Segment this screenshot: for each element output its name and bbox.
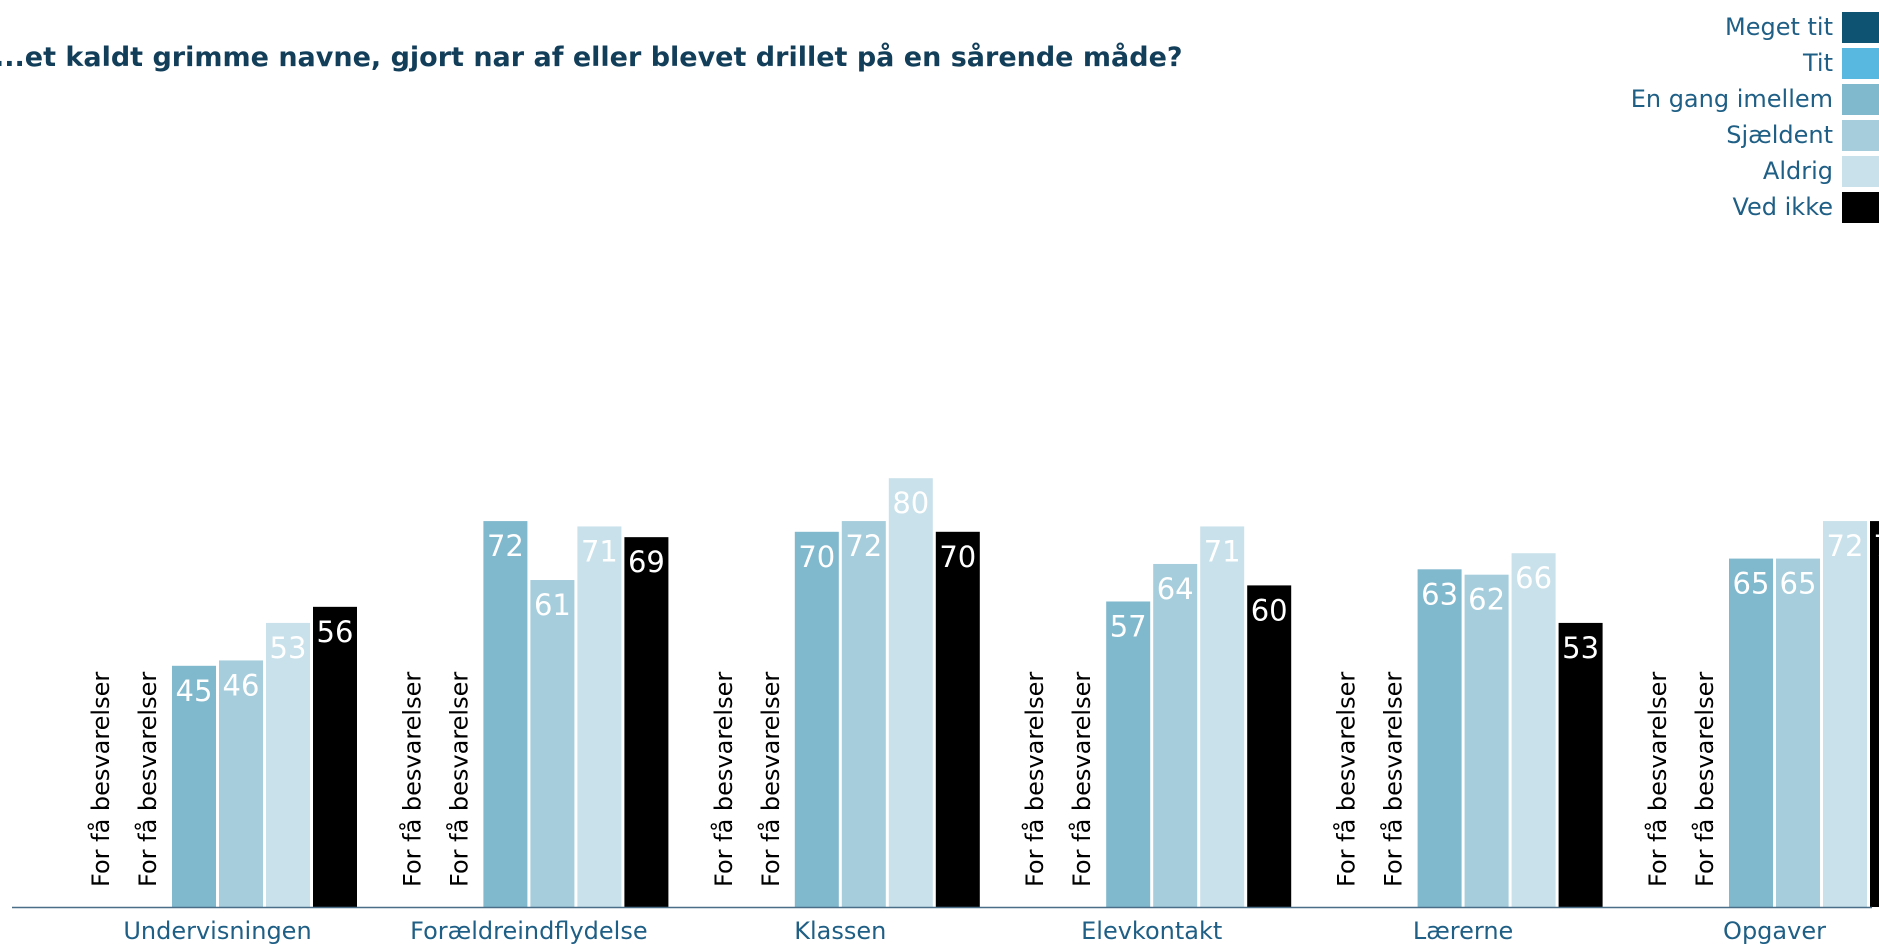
legend-item: Ved ikke <box>1631 189 1879 225</box>
legend-swatch <box>1842 191 1879 223</box>
bar <box>841 521 886 907</box>
bar-value-label: 66 <box>1515 561 1552 595</box>
legend-label: Aldrig <box>1762 157 1833 185</box>
bar-value-label: 56 <box>317 615 354 649</box>
insufficient-responses-label: For få besvarelser <box>133 672 162 887</box>
bar <box>1511 553 1556 907</box>
legend-item: Meget tit <box>1631 9 1879 45</box>
legend-item: Sjældent <box>1631 117 1879 153</box>
category-label: Elevkontakt <box>1081 917 1222 945</box>
bar-value-label: 71 <box>581 534 618 568</box>
legend-label: En gang imellem <box>1630 85 1833 113</box>
bar-value-label: 71 <box>1204 534 1241 568</box>
insufficient-responses-label: For få besvarelser <box>444 672 473 887</box>
bar-value-label: 61 <box>534 588 571 622</box>
insufficient-responses-label: For få besvarelser <box>1332 672 1361 887</box>
insufficient-responses-label: For få besvarelser <box>1643 672 1672 887</box>
insufficient-responses-label: For få besvarelser <box>756 672 785 887</box>
category-label: Forældreindflydelse <box>410 917 647 945</box>
bar-value-label: 72 <box>845 529 882 563</box>
bar-value-label: 70 <box>939 540 976 574</box>
chart-title: ...et kaldt grimme navne, gjort nar af e… <box>0 42 1183 73</box>
bar-value-label: 65 <box>1780 567 1817 601</box>
legend-item: Aldrig <box>1631 153 1879 189</box>
bar <box>530 580 575 907</box>
bar <box>888 478 933 907</box>
insufficient-responses-label: For få besvarelser <box>1690 672 1719 887</box>
category-label: Klassen <box>794 917 886 945</box>
legend: Meget tit Tit En gang imellem Sjældent Aldri… <box>1631 9 1879 225</box>
bar-value-label: 45 <box>176 674 213 708</box>
bar <box>313 606 357 907</box>
bar-value-label: 57 <box>1110 609 1147 643</box>
bar-value-label: 46 <box>223 668 260 702</box>
bar <box>1776 558 1820 907</box>
legend-swatch <box>1842 155 1879 187</box>
bar-value-label: 60 <box>1251 593 1288 627</box>
category-label: Opgaver <box>1723 917 1826 945</box>
legend-label: Ved ikke <box>1732 193 1833 221</box>
bar-value-label: 64 <box>1157 572 1194 606</box>
legend-swatch <box>1842 47 1879 79</box>
legend-label: Meget tit <box>1725 13 1833 41</box>
bar <box>172 665 216 907</box>
legend-label: Sjældent <box>1726 121 1833 149</box>
bar <box>624 537 669 907</box>
bar-value-label: 69 <box>628 545 665 579</box>
bar-value-label: 70 <box>798 540 835 574</box>
bar <box>794 531 839 907</box>
legend-swatch <box>1842 11 1879 43</box>
bar <box>1153 563 1198 907</box>
insufficient-responses-label: For få besvarelser <box>709 672 738 887</box>
legend-item: Tit <box>1631 45 1879 81</box>
bar-value-label: 72 <box>487 529 524 563</box>
legend-item: En gang imellem <box>1631 81 1879 117</box>
bar-value-label: 72 <box>1874 529 1879 563</box>
bar <box>1247 585 1292 907</box>
bar-value-label: 65 <box>1733 567 1770 601</box>
bar-value-label: 80 <box>892 486 929 520</box>
category-label: Lærerne <box>1413 917 1513 945</box>
insufficient-responses-label: For få besvarelser <box>1379 672 1408 887</box>
bar <box>1464 574 1509 907</box>
bar-value-label: 63 <box>1421 577 1458 611</box>
bar <box>935 531 980 907</box>
insufficient-responses-label: For få besvarelser <box>1020 672 1049 887</box>
bar <box>219 660 263 907</box>
bar <box>266 622 310 907</box>
bar-value-label: 72 <box>1827 529 1864 563</box>
bar <box>1870 521 1879 907</box>
legend-swatch <box>1842 83 1879 115</box>
bar <box>1106 601 1151 907</box>
bar <box>1823 521 1867 907</box>
bar <box>1200 526 1245 907</box>
bar <box>1417 569 1462 907</box>
legend-swatch <box>1842 119 1879 151</box>
category-label: Undervisningen <box>123 917 311 945</box>
bar-value-label: 53 <box>270 631 307 665</box>
bar <box>1558 622 1603 907</box>
insufficient-responses-label: For få besvarelser <box>397 672 426 887</box>
bar <box>1729 558 1773 907</box>
insufficient-responses-label: For få besvarelser <box>86 672 115 887</box>
bar-value-label: 62 <box>1468 583 1505 617</box>
bar <box>577 526 622 907</box>
bar <box>483 521 528 907</box>
insufficient-responses-label: For få besvarelser <box>1067 672 1096 887</box>
legend-label: Tit <box>1803 49 1833 77</box>
bar-value-label: 53 <box>1562 631 1599 665</box>
